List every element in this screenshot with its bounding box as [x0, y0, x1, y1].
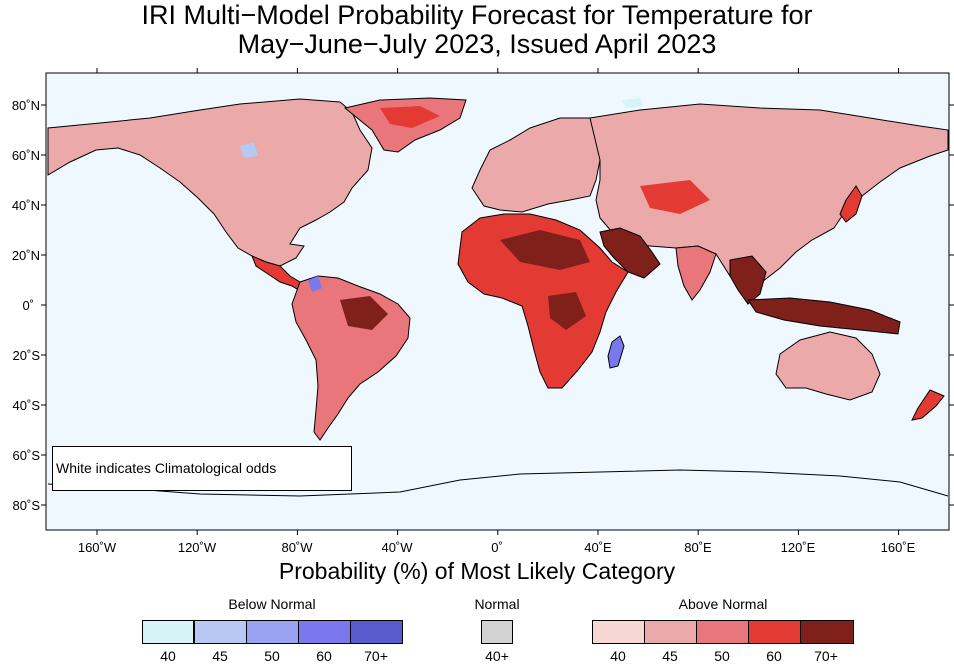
map-axis-labels: 80˚N 60˚N 40˚N 20˚N 0˚ 20˚S 40˚S 60˚S 80… — [12, 98, 916, 555]
coldspot-northern-south-america — [308, 276, 322, 292]
legend-above-label: 60 — [766, 648, 782, 664]
lon-label: 160˚W — [78, 540, 117, 555]
legend-below-label: 70+ — [364, 648, 388, 664]
lon-label: 40˚W — [381, 540, 413, 555]
land-japan — [839, 185, 863, 223]
land-madagascar — [607, 335, 625, 369]
hotspot-central-asia — [640, 180, 710, 214]
land-australia — [775, 331, 881, 401]
land-arabia — [599, 227, 661, 279]
lat-label: 20˚S — [13, 348, 41, 363]
legend-normal-title: Normal — [474, 596, 520, 612]
legend-normal-swatch — [481, 620, 513, 644]
land-antarctica-coast — [47, 469, 949, 497]
lon-label: 0˚ — [491, 540, 503, 555]
lat-label: 60˚S — [13, 448, 41, 463]
land-india — [675, 245, 717, 301]
legend-below-label: 50 — [264, 648, 280, 664]
legend-below-label: 40 — [160, 648, 176, 664]
title-line-1: IRI Multi−Model Probability Forecast for… — [141, 0, 813, 30]
legend-above-label: 50 — [714, 648, 730, 664]
land-southeast-asia — [729, 255, 767, 305]
legend-above-swatch — [748, 620, 801, 644]
lon-label: 120˚W — [178, 540, 217, 555]
lon-label: 40˚E — [584, 540, 612, 555]
legend-below-swatch — [350, 620, 403, 644]
lon-label: 80˚E — [684, 540, 712, 555]
hotspot-central-africa — [548, 292, 586, 330]
land-north-america — [47, 98, 373, 267]
title-line-2: May−June−July 2023, Issued April 2023 — [237, 29, 717, 59]
legend-above-label: 40 — [610, 648, 626, 664]
lon-label: 120˚E — [781, 540, 816, 555]
map-axis-ticks — [41, 68, 954, 535]
lat-label: 20˚N — [12, 248, 40, 263]
lat-label: 40˚S — [13, 398, 41, 413]
hotspot-amazon — [340, 296, 388, 330]
legend-below-label: 60 — [316, 648, 332, 664]
legend-above-label: 70+ — [814, 648, 838, 664]
legend-above-swatch — [696, 620, 749, 644]
legend-above-swatch — [644, 620, 697, 644]
legend-below-label: 45 — [212, 648, 228, 664]
lat-label: 0˚ — [22, 298, 34, 313]
legend-below-swatch — [194, 620, 247, 644]
legend-above-swatch — [800, 620, 854, 644]
climatology-note: White indicates Climatological odds — [52, 446, 352, 491]
land-new-zealand — [911, 389, 945, 421]
legend-above-title: Above Normal — [678, 596, 768, 612]
lon-label: 80˚W — [281, 540, 313, 555]
coldspot-arctic-canada — [240, 142, 258, 158]
hotspot-sahara — [500, 230, 590, 270]
land-regions — [47, 97, 949, 497]
lon-label: 160˚E — [881, 540, 916, 555]
land-indonesia — [747, 297, 901, 335]
coldspot-arctic-russia — [622, 98, 644, 108]
legend-below-swatch — [246, 620, 299, 644]
legend-axis-label: Probability (%) of Most Likely Category — [278, 558, 676, 584]
legend-below-swatch — [298, 620, 351, 644]
legend-above-label: 45 — [662, 648, 678, 664]
legend-below-swatch — [142, 620, 194, 644]
hotspot-north-atlantic-greenland — [380, 106, 440, 128]
lat-label: 60˚N — [12, 148, 40, 163]
legend-above-swatch — [592, 620, 645, 644]
lat-label: 80˚S — [13, 498, 41, 513]
legend-normal-label: 40+ — [485, 648, 509, 664]
lat-label: 80˚N — [12, 98, 40, 113]
lat-label: 40˚N — [12, 198, 40, 213]
legend-below-title: Below Normal — [228, 596, 316, 612]
